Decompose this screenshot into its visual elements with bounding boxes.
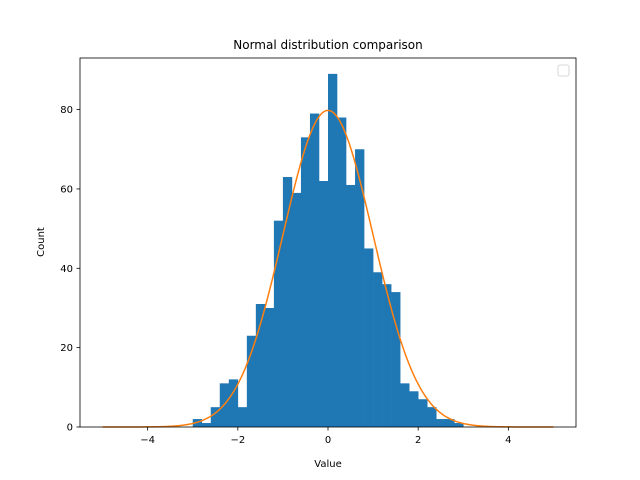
histogram-bar: [192, 419, 203, 427]
histogram-bar: [418, 399, 428, 427]
x-tick-label: −4: [140, 435, 155, 446]
x-tick-label: −2: [230, 435, 245, 446]
histogram-bar: [237, 407, 248, 427]
histogram-bar: [318, 181, 329, 427]
y-axis-ticks: 0 20 40 60 80: [60, 105, 80, 434]
histogram-bar: [210, 407, 221, 427]
histogram-bar: [328, 73, 338, 428]
x-axis-ticks: −4 −2 0 2 4: [140, 427, 512, 446]
histogram-bar: [246, 335, 257, 427]
histogram-bar: [309, 113, 320, 428]
histogram-bar: [400, 383, 410, 427]
y-axis-label: Count: [36, 227, 47, 257]
histogram-bar: [291, 192, 302, 427]
normal-curve: [102, 109, 554, 428]
histogram-bar: [427, 407, 437, 427]
x-axis-label: Value: [314, 459, 341, 470]
y-tick-label: 60: [60, 184, 73, 195]
y-tick-label: 0: [67, 423, 73, 434]
x-tick-label: 4: [505, 435, 511, 446]
curve-layer: [102, 109, 554, 428]
y-tick-label: 80: [60, 105, 73, 116]
histogram-bar: [382, 284, 392, 427]
histogram-bar: [364, 248, 374, 427]
y-tick-label: 40: [60, 264, 73, 275]
histogram-bar: [228, 379, 239, 427]
histogram-bar: [300, 137, 311, 427]
histogram-bar: [282, 177, 293, 427]
chart-title: Normal distribution comparison: [233, 38, 423, 52]
histogram-bars: [192, 73, 464, 428]
histogram-bar: [454, 423, 464, 427]
x-tick-label: 0: [325, 435, 331, 446]
histogram-bar: [346, 184, 356, 427]
histogram-bar: [264, 307, 275, 427]
histogram-bar: [273, 220, 284, 427]
histogram-bar: [255, 304, 266, 427]
histogram-bar: [445, 419, 455, 427]
histogram-bar: [355, 149, 365, 427]
x-tick-label: 2: [415, 435, 421, 446]
histogram-bar: [337, 117, 347, 428]
histogram-bar: [201, 423, 212, 427]
histogram-bar: [409, 391, 419, 427]
legend-box: [557, 64, 570, 77]
y-tick-label: 20: [60, 343, 73, 354]
histogram-bar: [436, 419, 446, 427]
histogram-bar: [391, 292, 401, 427]
histogram-bar: [373, 272, 383, 427]
